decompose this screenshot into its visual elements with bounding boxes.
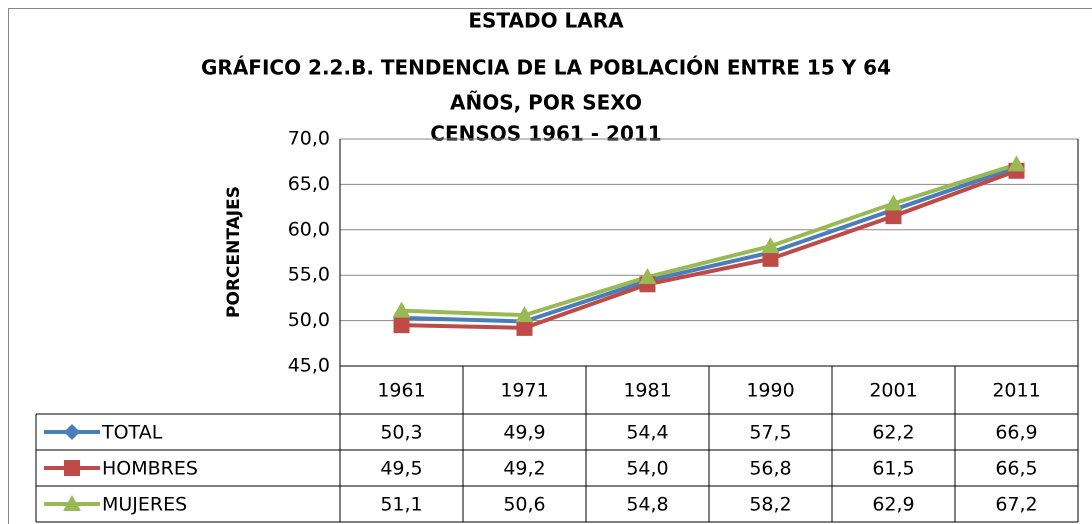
legend-label: MUJERES [102, 494, 187, 516]
legend-label: TOTAL [101, 422, 163, 444]
chart-border [8, 8, 1092, 524]
point [515, 306, 534, 323]
legend-marker [64, 424, 80, 440]
y-tick-label: 70,0 [288, 128, 330, 150]
table-value: 56,8 [749, 458, 791, 480]
x-tick-label: 2011 [992, 380, 1040, 402]
table-value: 62,2 [872, 422, 914, 444]
table-value: 49,2 [503, 458, 545, 480]
point [1007, 155, 1026, 172]
series-line [401, 165, 1018, 324]
table-value: 51,1 [380, 494, 422, 516]
table-value: 54,8 [626, 494, 668, 516]
chart-title: AÑOS, POR SEXO [450, 91, 642, 115]
table-value: 61,5 [872, 458, 914, 480]
table-value: 49,9 [503, 422, 545, 444]
x-tick-label: 1971 [500, 380, 548, 402]
chart-title: CENSOS 1961 - 2011 [430, 122, 661, 146]
point [393, 317, 410, 334]
legend-marker [64, 460, 80, 476]
table-value: 66,9 [995, 422, 1037, 444]
y-axis-label: PORCENTAJES [224, 186, 244, 318]
legend-label: HOMBRES [102, 458, 198, 480]
point [516, 319, 533, 336]
point [761, 237, 780, 254]
x-tick-label: 2001 [869, 380, 917, 402]
series-line [401, 162, 1018, 318]
y-tick-label: 55,0 [288, 264, 330, 286]
table-value: 49,5 [380, 458, 422, 480]
point [638, 268, 657, 285]
y-tick-label: 50,0 [288, 309, 330, 331]
chart-title: ESTADO LARA [468, 9, 624, 33]
y-tick-label: 60,0 [288, 218, 330, 240]
table-value: 50,3 [380, 422, 422, 444]
y-tick-label: 45,0 [288, 355, 330, 377]
table-value: 50,6 [503, 494, 545, 516]
table-value: 58,2 [749, 494, 791, 516]
point [885, 208, 902, 225]
chart-title: GRÁFICO 2.2.B. TENDENCIA DE LA POBLACIÓN… [201, 56, 891, 80]
table-value: 66,5 [995, 458, 1037, 480]
table-value: 54,0 [626, 458, 668, 480]
legend-marker [63, 495, 81, 511]
x-tick-label: 1981 [623, 380, 671, 402]
table-value: 57,5 [749, 422, 791, 444]
point [762, 250, 779, 267]
table-value: 62,9 [872, 494, 914, 516]
series-line [401, 168, 1018, 330]
point [884, 194, 903, 211]
table-value: 67,2 [995, 494, 1037, 516]
x-tick-label: 1961 [377, 380, 425, 402]
table-value: 54,4 [626, 422, 668, 444]
y-tick-label: 65,0 [288, 173, 330, 195]
point [392, 301, 411, 318]
x-tick-label: 1990 [746, 380, 794, 402]
